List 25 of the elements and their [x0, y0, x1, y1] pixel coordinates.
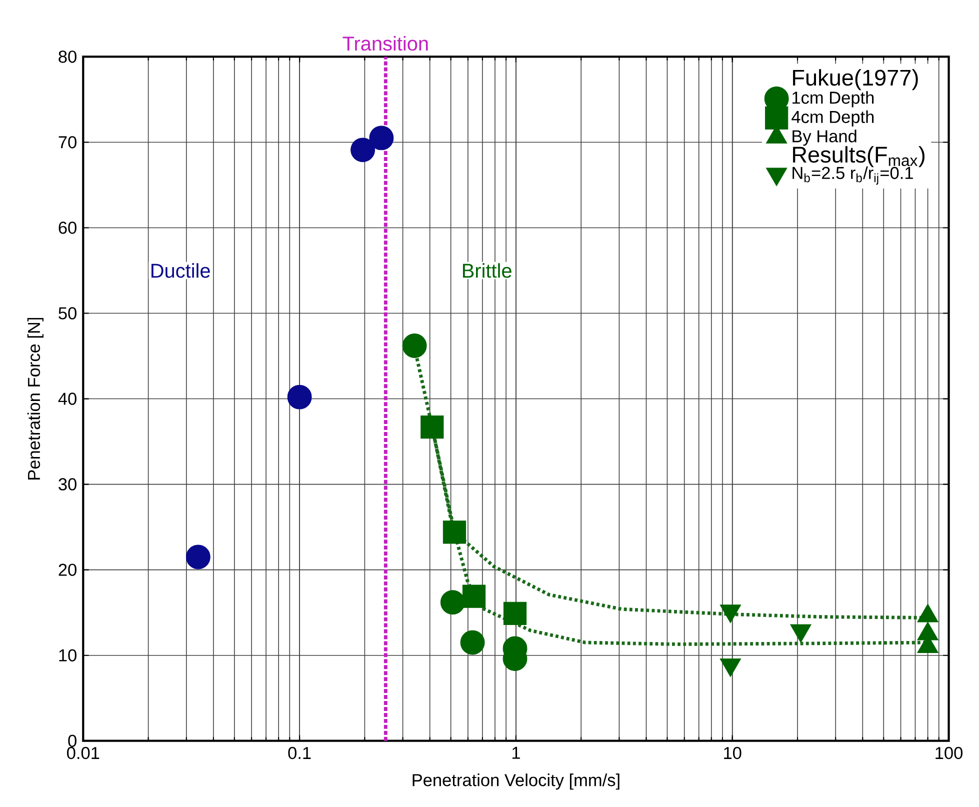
x-axis-title: Penetration Velocity [mm/s]	[412, 774, 620, 790]
legend-title: Fukue(1977)	[793, 69, 918, 90]
legend-label: N$_{b}$=2.5 r$_{b}$/r$_{ij}$=0.1	[792, 166, 913, 185]
legend-label: 1cm Depth	[792, 91, 874, 108]
x-tick-label: 10	[724, 746, 742, 760]
y-tick-label: 50	[58, 307, 76, 320]
y-tick-label: 30	[58, 478, 76, 490]
y-axis-title: Penetration Force [N]	[27, 318, 44, 480]
legend-label: By Hand	[792, 130, 856, 146]
y-tick-label: 40	[58, 392, 76, 405]
x-tick-label: 100	[936, 746, 962, 760]
y-tick-label: 0	[68, 734, 76, 747]
legend-label: 4cm Depth	[792, 110, 874, 127]
annotation: Brittle	[462, 263, 512, 278]
ref-line-label: Transition	[342, 36, 428, 51]
x-tick-label: 0.01	[67, 746, 100, 760]
y-tick-label: 80	[58, 50, 76, 63]
x-tick-label: 1	[512, 746, 520, 759]
y-tick-label: 10	[59, 649, 76, 662]
x-tick-label: 0.1	[288, 746, 311, 760]
y-tick-label: 20	[58, 564, 76, 576]
annotation: Results(F$_{max}$)	[793, 146, 924, 168]
y-tick-label: 70	[58, 136, 76, 148]
annotation: Ductile	[152, 263, 210, 278]
y-tick-label: 60	[58, 222, 76, 234]
